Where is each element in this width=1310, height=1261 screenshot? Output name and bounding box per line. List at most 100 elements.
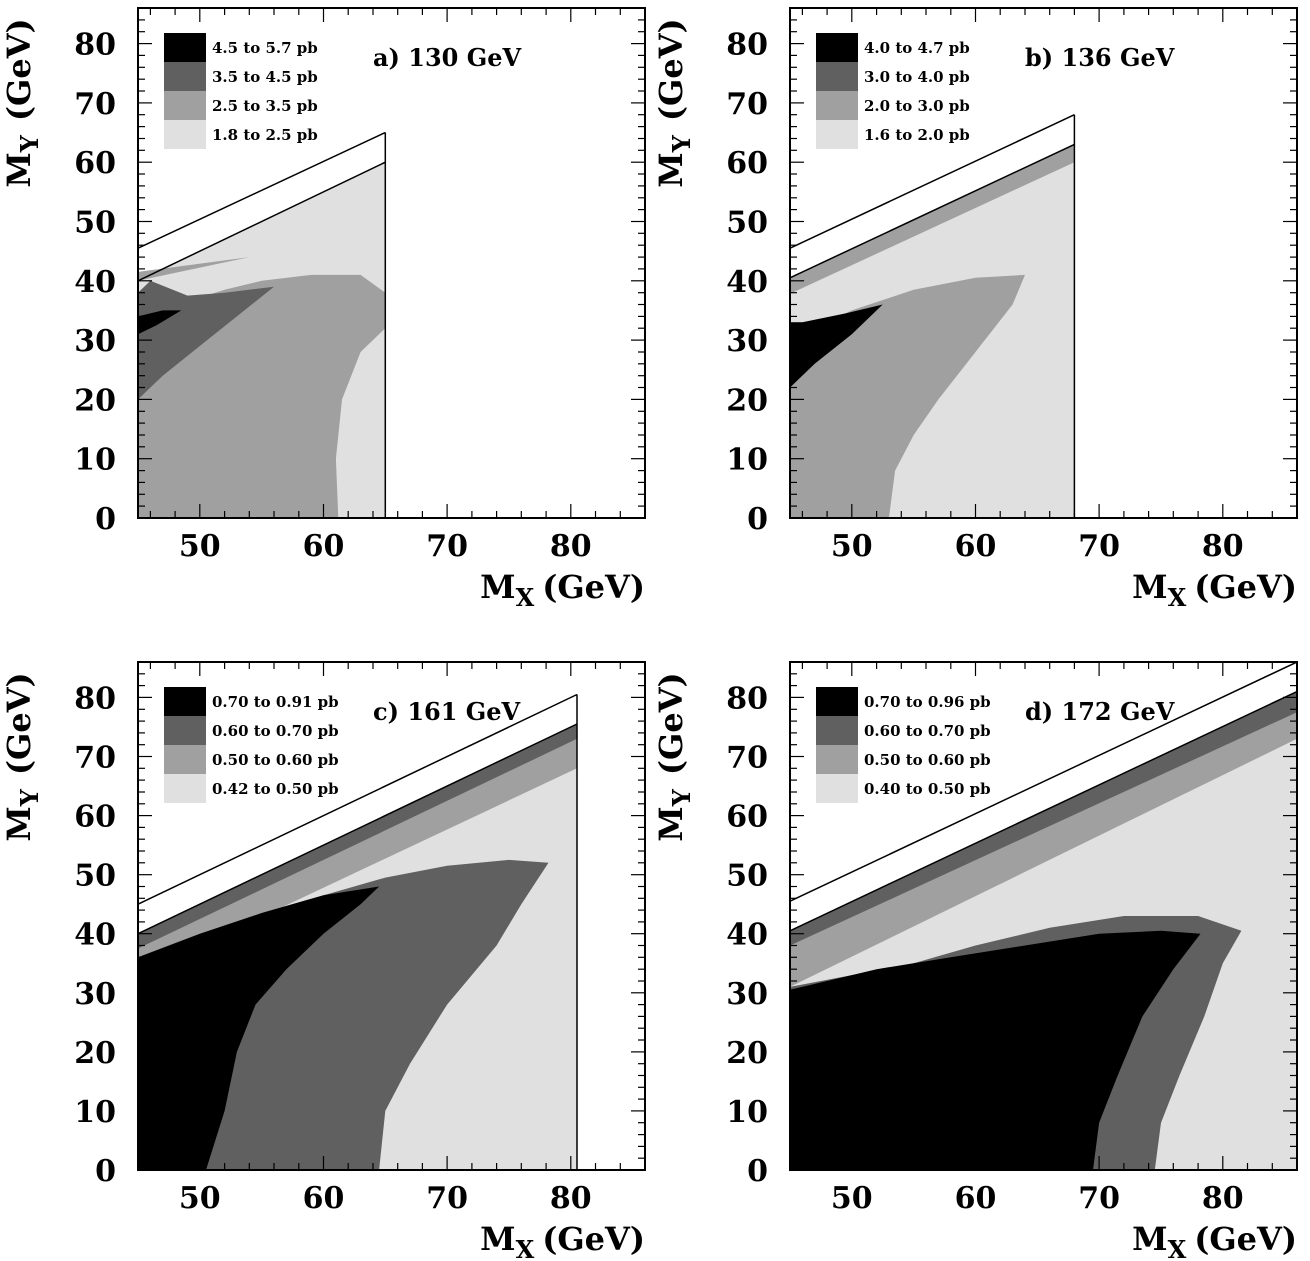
kinematic-boundary-line [138, 131, 386, 249]
legend-swatch [816, 62, 858, 91]
kinematic-boundary-line [138, 161, 386, 282]
legend-label: 2.5 to 3.5 pb [212, 97, 318, 115]
contour-region-level-4 [138, 886, 380, 1170]
legend: 4.0 to 4.7 pb 3.0 to 4.0 pb 2.0 to 3.0 pb 1… [816, 33, 970, 149]
x-tick-label: 70 [426, 529, 468, 564]
contour-region-level-4 [138, 310, 182, 335]
legend-label: 2.0 to 3.0 pb [864, 97, 970, 115]
y-tick-label: 20 [726, 1036, 768, 1071]
legend-swatch [816, 716, 858, 745]
y-tick-label: 60 [74, 146, 116, 181]
y-tick-label: 0 [747, 1154, 768, 1189]
legend: 4.5 to 5.7 pb 3.5 to 4.5 pb 2.5 to 3.5 pb 1… [164, 33, 318, 149]
x-tick-label: 60 [303, 1181, 345, 1216]
legend-label: 0.42 to 0.50 pb [212, 780, 339, 798]
legend-swatch [164, 745, 206, 774]
y-tick-label: 60 [726, 800, 768, 835]
x-tick-label: 60 [303, 529, 345, 564]
contour-region-level-3 [790, 691, 1297, 946]
x-tick-label: 50 [831, 529, 873, 564]
plot-area [138, 693, 578, 1170]
plot-frame [137, 7, 646, 519]
legend-swatch [816, 774, 858, 803]
x-tick-label: 80 [1202, 529, 1244, 564]
y-tick-label: 60 [74, 800, 116, 835]
y-axis-title: MY(GeV) [0, 672, 44, 841]
panel-c: 50 60 70 80 0 10 20 30 40 50 60 70 80 MX (GeV) MY(GeV) 0… [0, 661, 646, 1261]
x-tick-label: 70 [426, 1181, 468, 1216]
plot-frame [789, 7, 1298, 519]
kinematic-boundary-line [790, 690, 1297, 932]
contour-region-level-2 [790, 144, 1075, 294]
legend: 0.70 to 0.91 pb 0.60 to 0.70 pb 0.50 to 0.… [164, 687, 339, 803]
y-tick-label: 70 [726, 741, 768, 776]
panel-title: a) 130 GeV [373, 43, 521, 72]
y-tick-label: 20 [74, 383, 116, 418]
panel-b: 50 60 70 80 0 10 20 30 40 50 60 70 80 MX (GeV) MY(GeV) 4… [652, 7, 1298, 612]
y-tick-label: 70 [74, 87, 116, 122]
legend-swatch [164, 716, 206, 745]
x-tick-label: 60 [955, 1181, 997, 1216]
legend-swatch [816, 33, 858, 62]
legend-label: 0.60 to 0.70 pb [212, 722, 339, 740]
x-tick-label: 50 [831, 1181, 873, 1216]
legend-swatch [816, 120, 858, 149]
contour-region-level-2 [138, 257, 250, 281]
x-tick-label: 80 [550, 529, 592, 564]
y-tick-label: 40 [74, 918, 116, 953]
y-tick-label: 30 [726, 324, 768, 359]
y-tick-label: 30 [74, 324, 116, 359]
plot-area [790, 114, 1076, 518]
y-tick-label: 20 [74, 1036, 116, 1071]
x-tick-label: 50 [179, 529, 221, 564]
y-axis-title: MY(GeV) [652, 18, 696, 187]
y-tick-label: 40 [726, 265, 768, 300]
y-tick-label: 0 [95, 502, 116, 537]
x-axis-title: MX (GeV) [480, 1220, 645, 1261]
kinematic-boundary-line [138, 693, 578, 905]
y-tick-label: 0 [747, 502, 768, 537]
legend-label: 3.5 to 4.5 pb [212, 68, 318, 86]
y-tick-label: 10 [726, 443, 768, 478]
legend-label: 1.6 to 2.0 pb [864, 126, 970, 144]
y-tick-label: 40 [74, 265, 116, 300]
y-tick-label: 0 [95, 1154, 116, 1189]
y-tick-label: 10 [74, 443, 116, 478]
legend-label: 0.60 to 0.70 pb [864, 722, 991, 740]
x-tick-label: 70 [1078, 529, 1120, 564]
y-tick-label: 80 [726, 681, 768, 716]
kinematic-boundary-line [790, 143, 1075, 279]
kinematic-boundary-line [138, 723, 578, 935]
y-tick-label: 80 [74, 681, 116, 716]
legend-swatch [164, 687, 206, 716]
kinematic-boundary-line [790, 114, 1075, 249]
plot-frame [137, 661, 646, 1171]
legend-swatch [164, 91, 206, 120]
panel-title: d) 172 GeV [1025, 697, 1175, 726]
panel-title: c) 161 GeV [373, 697, 521, 726]
x-tick-label: 60 [955, 529, 997, 564]
legend-swatch [164, 33, 206, 62]
legend-swatch [816, 91, 858, 120]
panel-d: 50 60 70 80 0 10 20 30 40 50 60 70 80 MX (GeV) MY(GeV) 0… [652, 661, 1298, 1261]
legend-label: 0.50 to 0.60 pb [864, 751, 991, 769]
x-tick-label: 80 [550, 1181, 592, 1216]
y-tick-label: 50 [726, 859, 768, 894]
legend-label: 4.5 to 5.7 pb [212, 39, 318, 57]
y-tick-label: 70 [726, 87, 768, 122]
y-tick-label: 10 [74, 1095, 116, 1130]
legend-label: 0.40 to 0.50 pb [864, 780, 991, 798]
legend-label: 0.70 to 0.96 pb [864, 693, 991, 711]
y-axis-title: MY(GeV) [0, 18, 44, 187]
plot-area [790, 662, 1297, 1170]
y-tick-label: 60 [726, 146, 768, 181]
x-tick-label: 70 [1078, 1181, 1120, 1216]
legend-label: 0.70 to 0.91 pb [212, 693, 339, 711]
y-tick-label: 80 [74, 28, 116, 63]
panel-title: b) 136 GeV [1025, 43, 1175, 72]
contour-region-level-4 [790, 304, 883, 388]
x-axis-title: MX (GeV) [1132, 568, 1297, 612]
y-tick-label: 40 [726, 918, 768, 953]
y-tick-label: 50 [74, 206, 116, 241]
y-tick-label: 50 [726, 206, 768, 241]
